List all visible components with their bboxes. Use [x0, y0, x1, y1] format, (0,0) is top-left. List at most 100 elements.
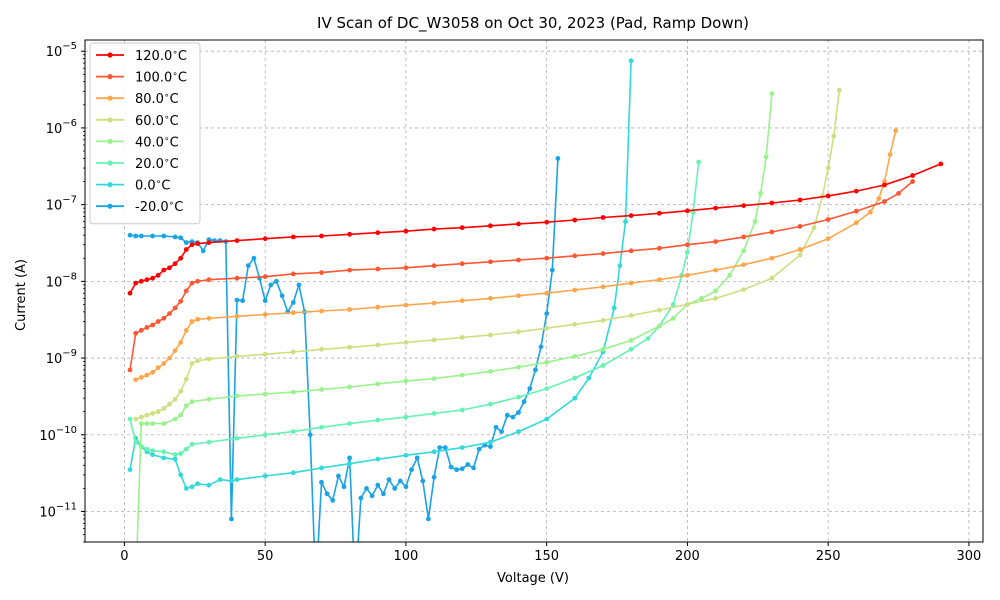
x-tick-label: 50	[257, 549, 274, 564]
data-point	[144, 446, 150, 452]
data-point	[206, 439, 212, 445]
data-point	[544, 311, 550, 316]
data-point	[319, 346, 324, 352]
data-point	[685, 242, 690, 248]
data-point	[797, 224, 803, 229]
legend-label: 40.0∘C	[135, 134, 179, 150]
data-point	[403, 378, 409, 384]
data-point	[330, 497, 336, 503]
data-point	[572, 322, 578, 327]
data-point	[172, 456, 178, 462]
data-point	[375, 266, 381, 272]
data-point	[516, 429, 521, 434]
data-point	[431, 226, 437, 232]
data-point	[144, 325, 150, 330]
x-tick-label: 100	[394, 549, 419, 564]
data-point	[206, 356, 212, 362]
data-point	[183, 288, 189, 294]
data-point	[837, 87, 842, 93]
data-point	[172, 305, 178, 311]
data-point	[544, 219, 550, 225]
data-point	[713, 296, 718, 301]
data-point	[364, 486, 369, 491]
data-point	[262, 351, 268, 357]
data-point	[347, 307, 352, 312]
data-point	[488, 369, 493, 374]
y-tick-exponent: −11	[56, 501, 77, 512]
data-point	[150, 448, 156, 454]
data-point	[741, 248, 747, 254]
legend-label-value: 120.0	[135, 49, 172, 64]
x-tick-label: 300	[957, 549, 982, 564]
data-point	[161, 455, 167, 461]
data-point	[386, 477, 392, 482]
y-tick-label: 10−5	[46, 41, 77, 60]
data-point	[572, 217, 578, 223]
legend-unit: C	[170, 157, 179, 172]
data-point	[178, 298, 184, 304]
data-point	[600, 251, 606, 256]
data-point	[133, 280, 139, 286]
series-line	[129, 180, 914, 371]
data-point	[544, 290, 550, 296]
data-point	[229, 478, 234, 484]
data-point	[381, 491, 386, 497]
data-point	[797, 197, 803, 203]
x-tick-label: 0	[120, 549, 128, 564]
data-point	[699, 296, 704, 301]
data-point	[741, 262, 747, 268]
data-point	[161, 361, 167, 366]
data-point	[167, 401, 172, 407]
data-point	[459, 261, 465, 267]
data-point	[600, 363, 606, 368]
data-point	[403, 265, 409, 271]
data-point	[741, 203, 747, 209]
series-3	[133, 87, 842, 422]
legend-unit: C	[170, 114, 179, 129]
data-point	[234, 297, 240, 303]
data-point	[769, 200, 775, 206]
data-point	[727, 272, 732, 278]
data-point	[150, 411, 156, 416]
data-point	[713, 267, 718, 273]
data-point	[178, 340, 184, 345]
legend: 120.0∘C100.0∘C80.0∘C60.0∘C40.0∘C20.0∘C0.…	[89, 42, 201, 225]
data-point	[245, 263, 251, 269]
data-point	[656, 245, 662, 251]
data-point	[234, 435, 240, 441]
y-tick-label: 10−7	[46, 195, 77, 214]
data-point	[319, 233, 324, 239]
data-point	[375, 417, 381, 423]
data-point	[133, 330, 139, 336]
data-point	[375, 456, 381, 462]
data-point	[882, 179, 887, 184]
data-point	[127, 232, 133, 238]
data-point	[262, 391, 268, 397]
data-point	[150, 233, 156, 239]
data-point	[448, 464, 454, 470]
y-tick-base: 10	[46, 199, 63, 214]
data-point	[183, 247, 189, 252]
data-point	[138, 375, 144, 380]
data-point	[133, 416, 139, 422]
legend-label: 100.0∘C	[135, 70, 187, 86]
data-point	[319, 270, 324, 275]
data-point	[195, 358, 201, 364]
data-point	[431, 337, 437, 343]
x-axis: 0 50 100 150 200 250 300	[120, 542, 981, 564]
data-point	[375, 342, 381, 348]
data-point	[431, 449, 437, 455]
data-point	[656, 323, 662, 329]
data-point	[600, 318, 606, 323]
data-point	[437, 445, 443, 450]
data-point	[347, 455, 352, 461]
data-point	[183, 327, 189, 333]
legend-degree: ∘	[164, 113, 170, 123]
data-point	[369, 493, 375, 499]
data-point	[183, 240, 189, 246]
data-point	[161, 449, 167, 455]
data-point	[431, 263, 437, 269]
data-point	[290, 389, 296, 395]
series-5	[127, 159, 702, 458]
